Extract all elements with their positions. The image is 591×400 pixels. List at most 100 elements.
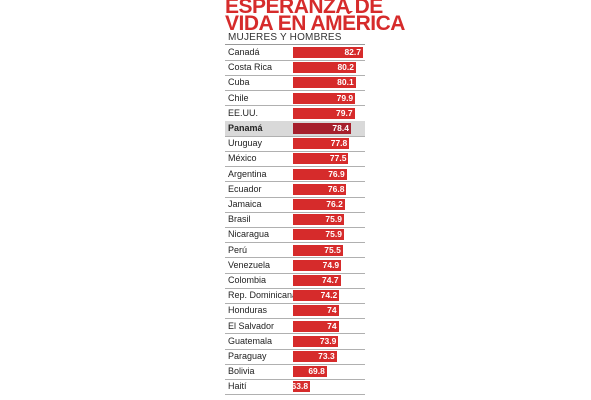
value-label: 75.5 — [324, 244, 341, 255]
subtitle-divider — [225, 44, 365, 45]
bar: 77.5 — [293, 153, 349, 165]
bar-row: Haití 63.8 — [225, 379, 365, 394]
row-separator — [225, 333, 365, 335]
value-label: 76.2 — [326, 199, 343, 209]
bar: 74 — [293, 320, 339, 332]
row-separator — [225, 272, 365, 274]
row-separator — [225, 196, 365, 198]
bar-row: Ecuador 76.8 — [225, 182, 365, 197]
value-label: 63.8 — [291, 381, 309, 392]
bar-row: Canadá 82.7 — [225, 45, 365, 60]
bar-row: Rep. Dominicana 74.2 — [225, 288, 365, 303]
bar: 73.3 — [293, 351, 337, 362]
value-label: 74.9 — [322, 259, 340, 270]
chart-title-line-1: ESPERANZA DE — [225, 0, 383, 18]
bar-row: Brasil 75.9 — [225, 212, 365, 227]
bar: 76.9 — [293, 168, 347, 180]
value-label: 73.9 — [319, 335, 337, 346]
value-label: 74 — [327, 320, 337, 331]
row-separator — [225, 135, 365, 137]
bar: 78.4 — [293, 123, 351, 134]
bar-row: Uruguay 77.8 — [225, 136, 365, 151]
bar-row: Jamaica 76.2 — [225, 197, 365, 212]
value-label: 80.2 — [337, 62, 354, 73]
row-separator — [225, 211, 365, 213]
row-separator — [225, 166, 365, 168]
value-label: 80.1 — [337, 77, 354, 88]
row-separator — [225, 348, 365, 350]
bar: 73.9 — [293, 335, 339, 347]
row-separator — [225, 242, 365, 244]
bar-row: El Salvador 74 — [225, 319, 365, 334]
bar-row: Bolivia 69.8 — [225, 364, 365, 379]
value-label: 76.8 — [327, 183, 345, 194]
category-label: Rep. Dominicana — [228, 290, 298, 301]
value-label: 77.5 — [329, 153, 347, 164]
chart-subtitle: MUJERES Y HOMBRES — [228, 32, 342, 43]
value-label: 76.9 — [328, 168, 345, 179]
bar: 80.1 — [293, 77, 356, 89]
value-label: 74 — [327, 305, 337, 316]
category-label: Haití — [228, 381, 247, 392]
row-separator — [225, 378, 365, 380]
bar: 79.7 — [293, 107, 355, 119]
row-separator — [225, 105, 365, 107]
bar-row: Costa Rica 80.2 — [225, 60, 365, 75]
value-label: 79.7 — [336, 107, 353, 118]
bar-row: Paraguay 73.3 — [225, 349, 365, 364]
bar: 75.5 — [293, 244, 343, 256]
category-label: Chile — [228, 92, 249, 103]
row-separator — [225, 150, 365, 152]
bar: 76.2 — [293, 199, 345, 210]
value-label: 79.9 — [336, 92, 354, 103]
row-separator — [225, 74, 365, 76]
bar: 77.8 — [293, 138, 350, 150]
bar: 75.9 — [293, 214, 344, 226]
category-label: Uruguay — [228, 138, 263, 149]
category-label: Paraguay — [228, 351, 267, 361]
chart-title-line-2: VIDA EN AMÉRICA — [225, 12, 405, 35]
value-label: 77.8 — [330, 138, 348, 149]
value-label: 73.3 — [318, 351, 335, 361]
category-label: Panamá — [228, 123, 263, 133]
bar-row: Perú 75.5 — [225, 243, 365, 258]
bar: 79.9 — [293, 92, 356, 104]
category-label: México — [228, 153, 257, 164]
bar: 74.2 — [293, 290, 340, 302]
row-separator — [225, 302, 365, 304]
category-label: Colombia — [228, 275, 267, 285]
bar: 69.8 — [293, 366, 327, 378]
bar: 74.7 — [293, 275, 341, 286]
bar-row: Nicaragua 75.9 — [225, 227, 365, 242]
category-label: Argentina — [228, 168, 267, 179]
category-label: Guatemala — [228, 335, 273, 346]
row-separator — [225, 363, 365, 365]
category-label: Jamaica — [228, 199, 262, 209]
category-label: Venezuela — [228, 259, 271, 270]
row-separator — [225, 181, 365, 183]
category-label: Ecuador — [228, 183, 262, 194]
category-label: Canadá — [228, 47, 260, 57]
category-label: Costa Rica — [228, 62, 273, 73]
row-separator — [225, 257, 365, 259]
row-separator — [225, 59, 365, 61]
bar: 80.2 — [293, 62, 356, 74]
life-expectancy-chart: ESPERANZA DE VIDA EN AMÉRICA MUJERES Y H… — [225, 0, 405, 400]
value-label: 74.2 — [320, 290, 338, 301]
bar-row: México 77.5 — [225, 151, 365, 166]
bar-row: Chile 79.9 — [225, 91, 365, 106]
value-label: 78.4 — [332, 123, 349, 133]
value-label: 74.7 — [322, 275, 339, 285]
category-label: Cuba — [228, 77, 250, 88]
value-label: 75.9 — [325, 214, 342, 225]
row-separator — [225, 287, 365, 289]
value-label: 69.8 — [308, 366, 325, 377]
bar: 75.9 — [293, 229, 344, 241]
category-label: Nicaragua — [228, 229, 270, 240]
bar-row: Guatemala 73.9 — [225, 334, 365, 349]
bar: 74.9 — [293, 259, 342, 271]
bar-row: Panamá 78.4 — [225, 121, 365, 136]
category-label: Bolivia — [228, 366, 255, 377]
bar: 63.8 — [291, 381, 311, 393]
bar-row: EE.UU. 79.7 — [225, 106, 365, 121]
